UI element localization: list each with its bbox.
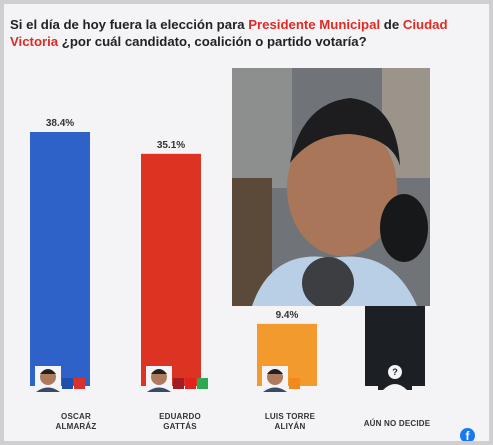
candidate-photo (232, 68, 430, 306)
data-label-gattas: 35.1% (157, 140, 185, 151)
pri-logo-icon (74, 378, 85, 389)
candidate-avatar-almaraz (35, 366, 61, 392)
pvem-logo-icon (197, 378, 208, 389)
svg-text:?: ? (392, 367, 398, 377)
pan-logo-icon (62, 378, 73, 389)
bar-gattas (141, 153, 201, 386)
candidate-avatar-gattas (146, 366, 172, 392)
title-highlight-office: Presidente Municipal (248, 17, 381, 32)
title-highlight-city: Ciudad Victoria (10, 17, 448, 49)
candidate-name-gattas: EDUARDO GATTÁS (159, 412, 201, 431)
bar-chart: 38.4% 35.1% 9.4%? (30, 118, 425, 392)
data-label-torre: 9.4% (276, 310, 299, 321)
data-label-almaraz: 38.4% (46, 118, 74, 129)
poll-card: Si el día de hoy fuera la elección para … (4, 4, 489, 441)
bar-almaraz (30, 132, 90, 386)
candidate-name-almaraz: OSCAR ALMARÁZ (55, 412, 97, 431)
candidate-name-no-decide: AÚN NO DECIDE (363, 419, 431, 428)
question-mark-icon: ? (378, 364, 412, 390)
pt-logo-icon (185, 378, 196, 389)
mc-logo-icon (289, 378, 300, 389)
morena-logo-icon (173, 378, 184, 389)
candidate-avatar-torre (262, 366, 288, 392)
facebook-icon[interactable]: f (460, 428, 475, 441)
poll-question: Si el día de hoy fuera la elección para … (10, 17, 448, 49)
candidate-name-torre: LUIS TORRE ALIYÁN (264, 412, 316, 431)
